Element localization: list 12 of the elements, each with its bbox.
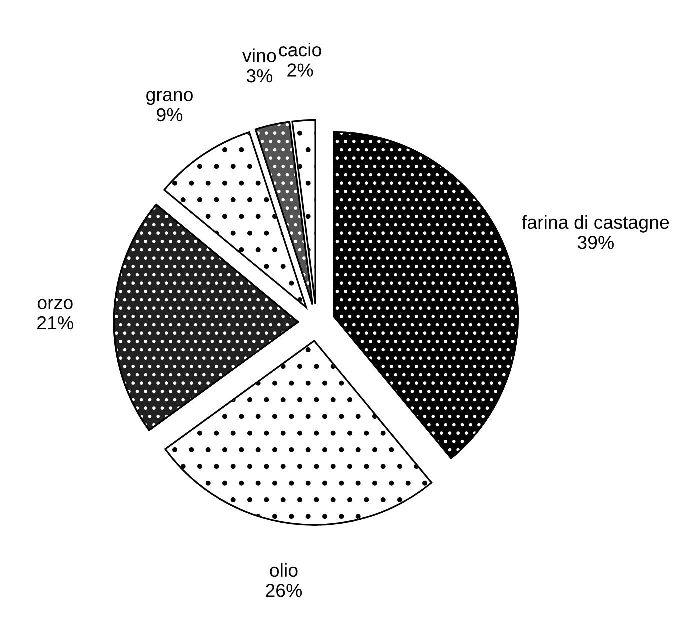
slice-label: cacio	[279, 42, 322, 57]
slice-label: orzo	[38, 299, 73, 310]
data-label: 21%	[38, 316, 74, 330]
slice-label: vino	[242, 48, 276, 63]
data-label: 26%	[266, 584, 302, 598]
data-label: 3%	[246, 69, 273, 83]
slice-label: grano	[146, 91, 193, 106]
data-label: 39%	[578, 236, 614, 250]
slice-label: farina di castagne	[522, 215, 670, 233]
data-label: 9%	[157, 108, 183, 122]
data-label: 2%	[288, 64, 314, 77]
slice-label: olio	[270, 563, 298, 578]
